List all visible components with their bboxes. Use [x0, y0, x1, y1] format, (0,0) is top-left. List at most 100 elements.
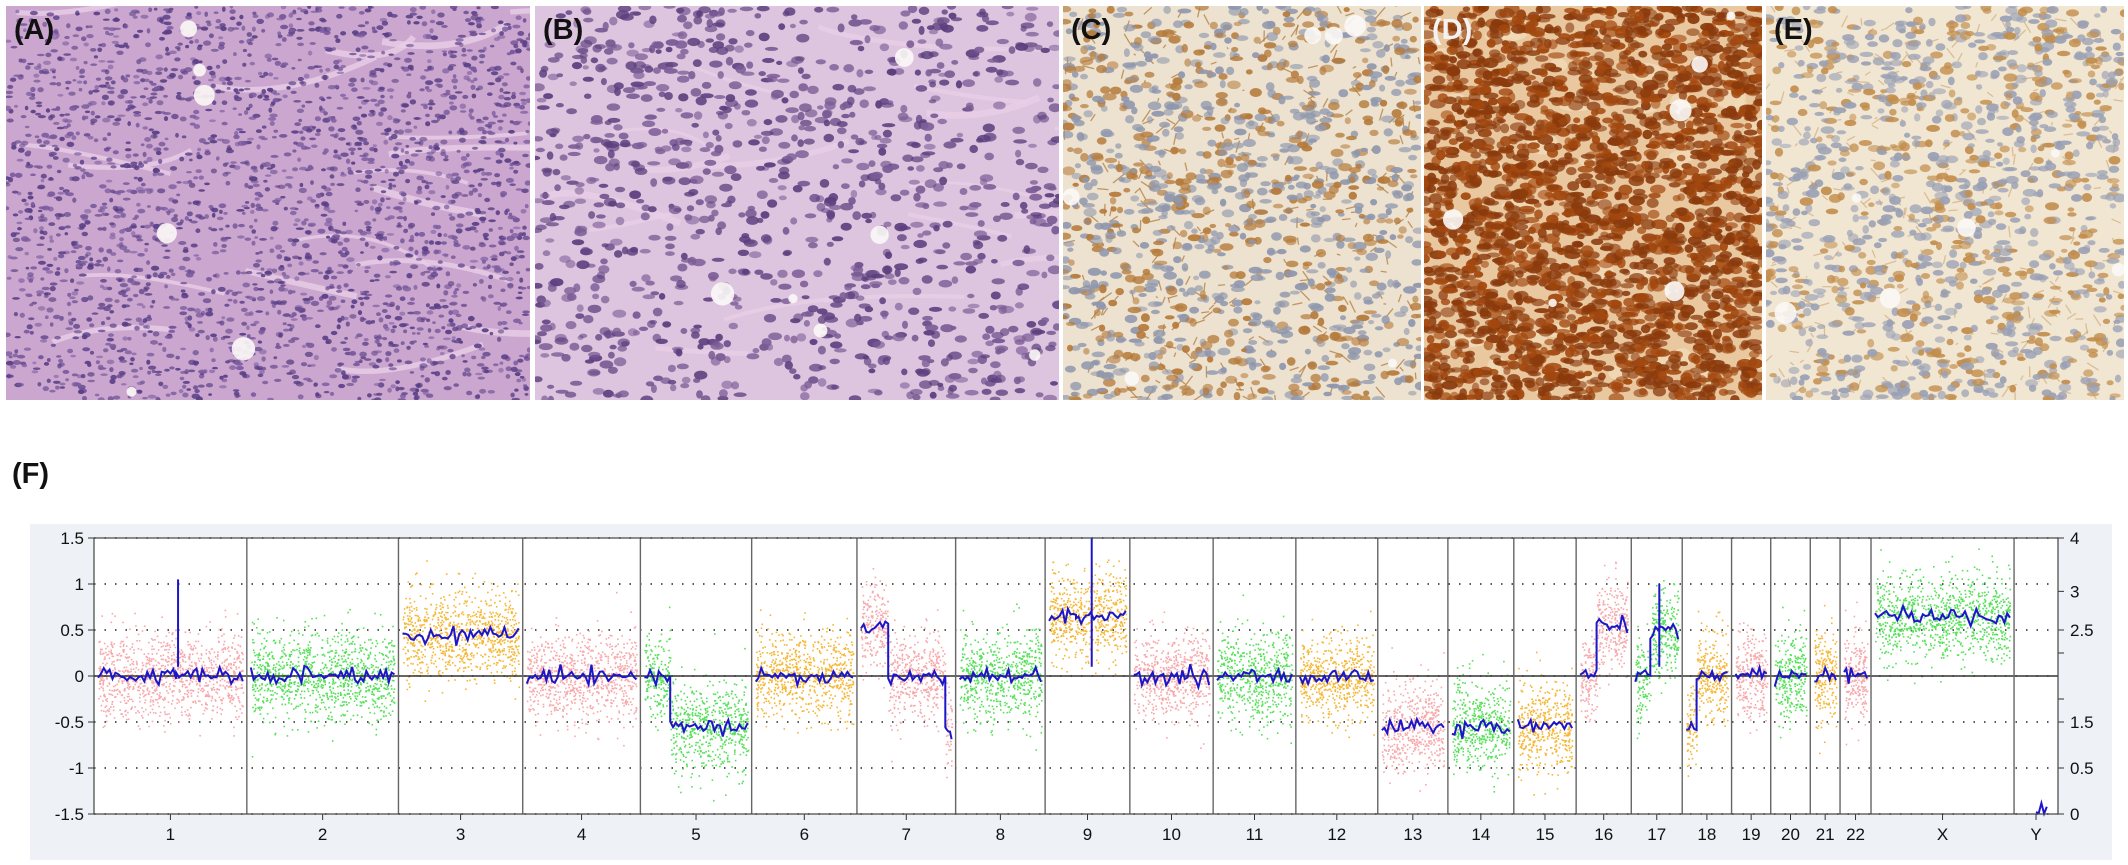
probe-point — [184, 693, 186, 695]
probe-point — [358, 637, 360, 639]
probe-point — [598, 693, 600, 695]
probe-point — [787, 681, 789, 683]
probe-point — [699, 723, 701, 725]
probe-point — [263, 702, 265, 704]
probe-point — [505, 605, 507, 607]
probe-point — [270, 694, 272, 696]
probe-point — [313, 686, 315, 688]
probe-point — [168, 701, 170, 703]
probe-point — [121, 641, 123, 643]
probe-point — [505, 623, 507, 625]
probe-point — [745, 748, 747, 750]
probe-point — [366, 649, 368, 651]
probe-point — [252, 707, 254, 709]
probe-point — [409, 612, 411, 614]
probe-point — [514, 661, 516, 663]
probe-point — [597, 711, 599, 713]
probe-point — [847, 721, 849, 723]
probe-point — [347, 657, 349, 659]
probe-point — [289, 655, 291, 657]
probe-point — [347, 612, 349, 614]
probe-point — [492, 644, 494, 646]
probe-point — [300, 697, 302, 699]
probe-point — [332, 662, 334, 664]
probe-point — [413, 629, 415, 631]
probe-point — [512, 671, 514, 673]
probe-point — [747, 728, 749, 730]
probe-point — [314, 685, 316, 687]
probe-point — [386, 662, 388, 664]
probe-point — [112, 613, 114, 615]
probe-point — [554, 671, 556, 673]
probe-point — [446, 650, 448, 652]
probe-point — [345, 659, 347, 661]
probe-point — [718, 731, 720, 733]
probe-point — [784, 728, 786, 730]
probe-point — [175, 661, 177, 663]
probe-point — [558, 691, 560, 693]
probe-point — [414, 622, 416, 624]
probe-point — [126, 637, 128, 639]
probe-point — [175, 681, 177, 683]
probe-point — [200, 658, 202, 660]
probe-point — [714, 633, 716, 635]
probe-point — [444, 652, 446, 654]
probe-point — [403, 662, 405, 664]
probe-point — [514, 641, 516, 643]
probe-point — [608, 684, 610, 686]
probe-point — [615, 697, 617, 699]
probe-point — [360, 659, 362, 661]
probe-point — [252, 686, 254, 688]
probe-point — [322, 695, 324, 697]
probe-point — [144, 702, 146, 704]
probe-point — [229, 686, 231, 688]
probe-point — [160, 696, 162, 698]
probe-point — [734, 733, 736, 735]
probe-point — [346, 677, 348, 679]
probe-point — [498, 626, 500, 628]
probe-point — [562, 710, 564, 712]
probe-point — [361, 716, 363, 718]
probe-point — [222, 678, 224, 680]
probe-point — [566, 713, 568, 715]
probe-point — [620, 665, 622, 667]
probe-point — [763, 716, 765, 718]
probe-point — [744, 747, 746, 749]
probe-point — [291, 703, 293, 705]
probe-point — [287, 695, 289, 697]
probe-point — [316, 618, 318, 620]
probe-point — [232, 642, 234, 644]
probe-point — [152, 646, 154, 648]
probe-point — [737, 733, 739, 735]
probe-point — [144, 625, 146, 627]
probe-point — [338, 632, 340, 634]
probe-point — [166, 690, 168, 692]
probe-point — [209, 651, 211, 653]
probe-point — [168, 652, 170, 654]
probe-point — [257, 707, 259, 709]
probe-point — [574, 660, 576, 662]
probe-point — [113, 656, 115, 658]
probe-point — [761, 636, 763, 638]
probe-point — [110, 650, 112, 652]
probe-point — [739, 743, 741, 745]
probe-point — [518, 622, 520, 624]
probe-point — [209, 695, 211, 697]
probe-point — [628, 704, 630, 706]
probe-point — [613, 700, 615, 702]
probe-point — [392, 699, 394, 701]
probe-point — [607, 688, 609, 690]
probe-point — [407, 640, 409, 642]
probe-point — [515, 591, 517, 593]
probe-point — [530, 699, 532, 701]
probe-point — [139, 679, 141, 681]
probe-point — [719, 754, 721, 756]
probe-point — [627, 665, 629, 667]
y2-tick-label: 4 — [2070, 529, 2079, 548]
probe-point — [221, 628, 223, 630]
probe-point — [298, 706, 300, 708]
probe-point — [169, 686, 171, 688]
probe-point — [704, 703, 706, 705]
probe-point — [597, 660, 599, 662]
probe-point — [439, 646, 441, 648]
